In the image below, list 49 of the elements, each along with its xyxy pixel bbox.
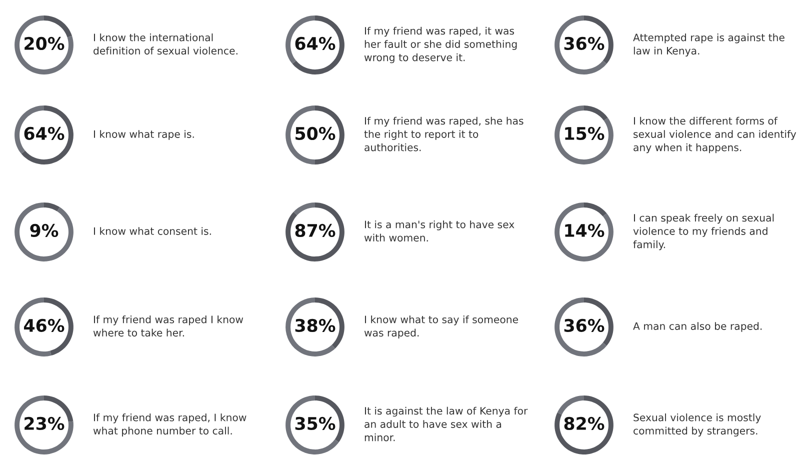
- donut-slice: [44, 202, 60, 212]
- text: I know the international definition of sexual violence.: [94, 33, 238, 55]
- donut-slice: [554, 396, 614, 454]
- donut-slice: [554, 106, 614, 164]
- donut-slice: [286, 202, 344, 262]
- text: Attempted rape is against the law in Kenya.: [633, 33, 784, 57]
- data-label: 23%: [24, 416, 64, 430]
- data-label: 50%: [296, 126, 336, 140]
- donut-slice: [14, 396, 74, 454]
- text: It is against the law of Kenya for an adult to have sex with a minor.: [364, 406, 528, 442]
- data-label: 15%: [565, 126, 604, 140]
- text: If my friend was raped I know where to take her.: [93, 315, 244, 337]
- donut-slice: [292, 16, 344, 74]
- text: I know the different forms of sexual violence and can identify any when it happens.: [634, 116, 796, 154]
- data-label: 46%: [24, 318, 64, 332]
- text: Sexual violence is mostly committed by strangers.: [634, 413, 761, 437]
- donut-slice: [286, 298, 336, 356]
- donut-slice: [557, 396, 584, 415]
- donut-slice: [554, 202, 614, 262]
- data-label: 14%: [565, 224, 604, 238]
- donut-slice: [294, 202, 315, 216]
- donut-slice: [554, 16, 607, 74]
- data-label: 35%: [295, 416, 336, 430]
- text: I know what to say if someone was raped.: [364, 315, 518, 339]
- text: If my friend was raped, she has the right to report it to authorities.: [364, 116, 524, 152]
- data-label: 38%: [295, 318, 336, 332]
- donut-slice: [584, 106, 608, 121]
- donut-slice: [44, 16, 72, 38]
- text: I know what rape is.: [94, 130, 194, 140]
- data-label: 64%: [295, 36, 336, 50]
- data-label: 36%: [564, 318, 604, 332]
- donut-slice: [554, 298, 607, 356]
- text: I know what consent is.: [94, 227, 211, 235]
- data-label: 87%: [295, 224, 336, 238]
- data-label: 20%: [24, 36, 64, 50]
- data-label: 64%: [24, 126, 64, 140]
- donut-slice: [14, 16, 74, 74]
- text: A man can also be raped.: [633, 322, 762, 332]
- data-label: 9%: [30, 224, 58, 238]
- text: If my friend was raped, it was her fault or she did something wrong to deserve it.: [364, 26, 517, 64]
- text: I can speak freely on sexual violence to my friends and family.: [633, 214, 774, 250]
- text: If my friend was raped, I know what phone number to call.: [93, 413, 246, 437]
- donut-slice: [286, 396, 339, 454]
- donut-slice: [21, 106, 74, 164]
- donut-slice: [14, 202, 74, 262]
- donut-slice: [584, 202, 607, 216]
- data-label: 82%: [564, 416, 604, 430]
- data-label: 36%: [564, 36, 604, 50]
- text: It is a man's right to have sex with women.: [364, 220, 514, 242]
